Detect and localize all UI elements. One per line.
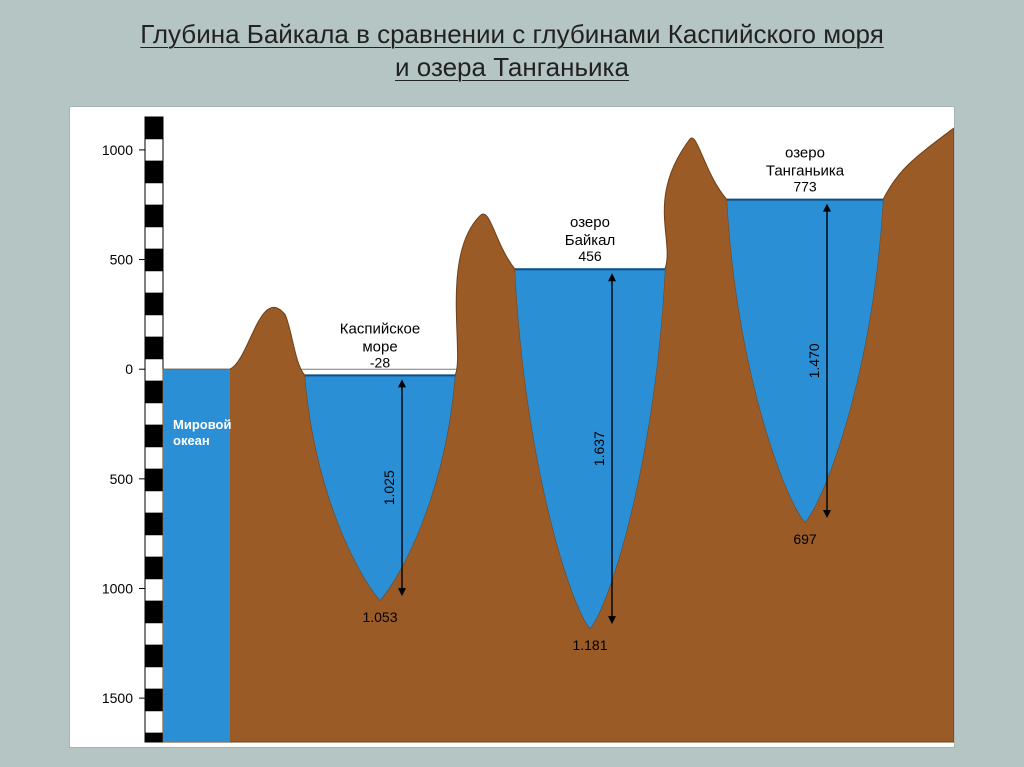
title-line-1: Глубина Байкала в сравнении с глубинами … [140, 19, 884, 49]
scale-segment [145, 667, 163, 689]
depth-label: 1.470 [806, 343, 822, 378]
scale-segment [145, 293, 163, 315]
baikal-name: Байкал [565, 232, 616, 249]
axis-tick-label: 0 [125, 361, 133, 377]
ocean-label: Мировой [173, 417, 231, 432]
tanganyika-name: озеро [785, 145, 825, 162]
scale-segment [145, 337, 163, 359]
diagram-panel: 1000 500 0 500 1000 1500 1.025 1.637 1.470 Мирово… [70, 107, 954, 747]
baikal-bottom: 1.181 [572, 637, 607, 653]
caspian-surface: -28 [370, 354, 390, 370]
scale-segment [145, 711, 163, 733]
axis-tick-label: 1000 [102, 142, 133, 158]
scale-segment [145, 623, 163, 645]
title-line-2: и озера Танганьика [395, 52, 629, 82]
scale-segment [145, 469, 163, 491]
scale-segment [145, 535, 163, 557]
scale-segment [145, 381, 163, 403]
scale-segment [145, 227, 163, 249]
tanganyika-name: Танганьика [766, 163, 845, 180]
axis-tick-label: 500 [110, 471, 134, 487]
scale-segment [145, 161, 163, 183]
scale-segment [145, 183, 163, 205]
scale-segment [145, 733, 163, 742]
scale-segment [145, 205, 163, 227]
caspian-name: море [362, 338, 397, 355]
scale-segment [145, 601, 163, 623]
lake-depth-diagram: 1000 500 0 500 1000 1500 1.025 1.637 1.470 Мирово… [70, 107, 954, 747]
ocean-label: океан [173, 433, 210, 448]
scale-segment [145, 139, 163, 161]
page-title: Глубина Байкала в сравнении с глубинами … [0, 0, 1024, 83]
scale-segment [145, 447, 163, 469]
tanganyika-bottom: 697 [793, 531, 817, 547]
scale-segment [145, 689, 163, 711]
baikal-surface: 456 [578, 248, 602, 264]
scale-segment [145, 425, 163, 447]
scale-segment [145, 645, 163, 667]
scale-segment [145, 315, 163, 337]
tanganyika-surface: 773 [793, 179, 817, 195]
scale-segment [145, 491, 163, 513]
axis-tick-label: 1000 [102, 580, 133, 596]
axis-tick-label: 500 [110, 252, 134, 268]
caspian-name: Каспийское [340, 320, 420, 337]
scale-segment [145, 249, 163, 271]
scale-segment [145, 403, 163, 425]
scale-segment [145, 117, 163, 139]
scale-segment [145, 557, 163, 579]
axis-tick-label: 1500 [102, 690, 133, 706]
caspian-bottom: 1.053 [362, 609, 397, 625]
depth-label: 1.025 [381, 470, 397, 505]
baikal-name: озеро [570, 214, 610, 231]
scale-segment [145, 271, 163, 293]
scale-segment [145, 513, 163, 535]
scale-segment [145, 579, 163, 601]
scale-segment [145, 359, 163, 381]
depth-label: 1.637 [591, 431, 607, 466]
